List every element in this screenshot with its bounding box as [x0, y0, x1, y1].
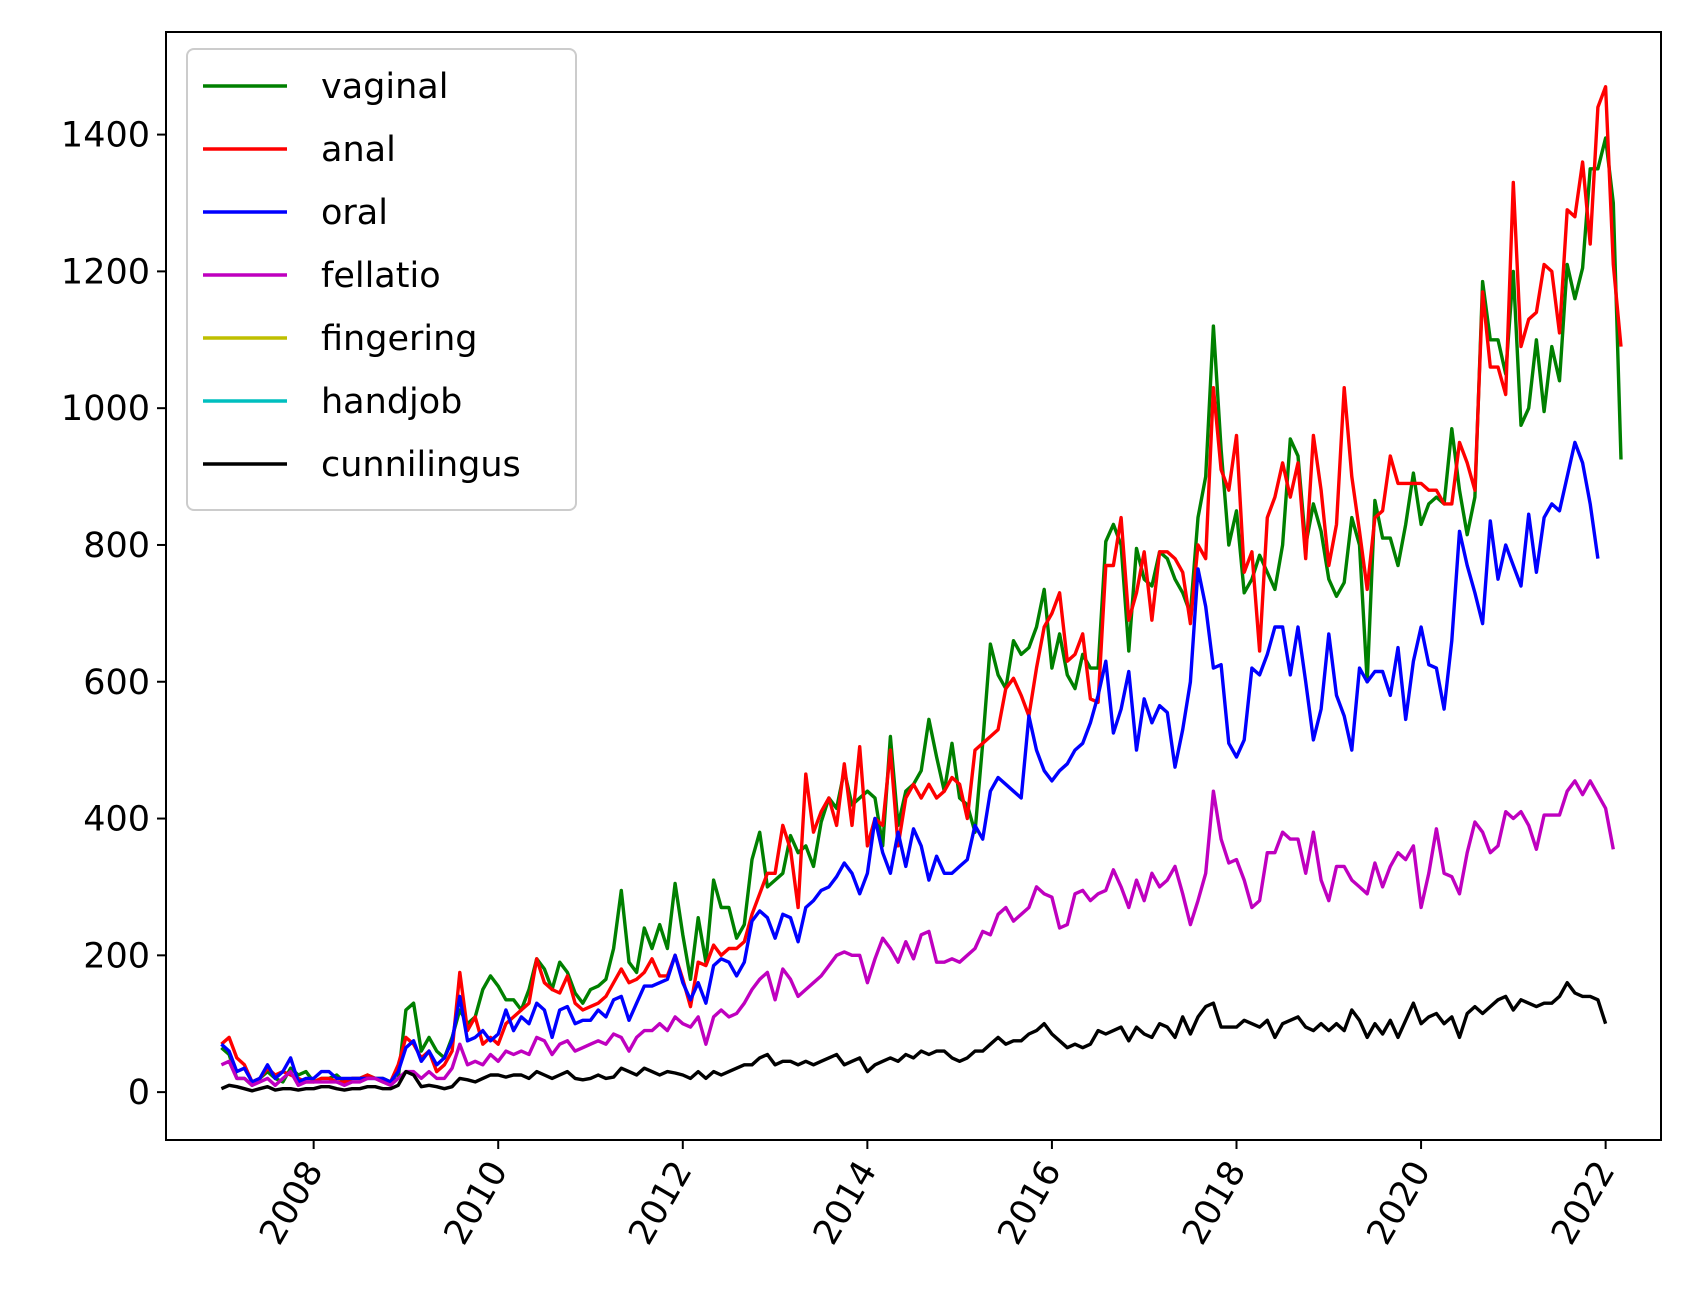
series-line-oral [220, 440, 1600, 1084]
y-tick-label: 400 [83, 800, 150, 840]
legend-label-oral: oral [321, 193, 388, 233]
legend-label-fellatio: fellatio [321, 256, 441, 296]
y-tick-label: 600 [83, 663, 150, 703]
legend-label-anal: anal [321, 130, 396, 170]
y-tick-label: 200 [83, 936, 150, 976]
legend: vaginal anal oral fellatio fingering handjob c… [186, 48, 577, 511]
series-layer [220, 84, 1623, 1093]
legend-label-cunnilingus: cunnilingus [321, 445, 521, 485]
y-axis: 0 200 400 600 800 1000 1200 1400 [61, 116, 166, 1113]
series-line-fellatio [220, 779, 1615, 1088]
legend-label-fingering: fingering [321, 319, 478, 359]
y-tick-label: 1200 [61, 252, 150, 292]
y-tick-label: 1000 [61, 389, 150, 429]
legend-label-vaginal: vaginal [321, 67, 448, 107]
plot-frame [165, 31, 1662, 1141]
y-tick-label: 1400 [61, 116, 150, 156]
y-tick-label: 800 [83, 526, 150, 566]
y-tick-label: 0 [128, 1073, 150, 1113]
series-line-cunnilingus [220, 981, 1608, 1093]
legend-label-handjob: handjob [321, 382, 462, 422]
legend-box [186, 48, 577, 511]
